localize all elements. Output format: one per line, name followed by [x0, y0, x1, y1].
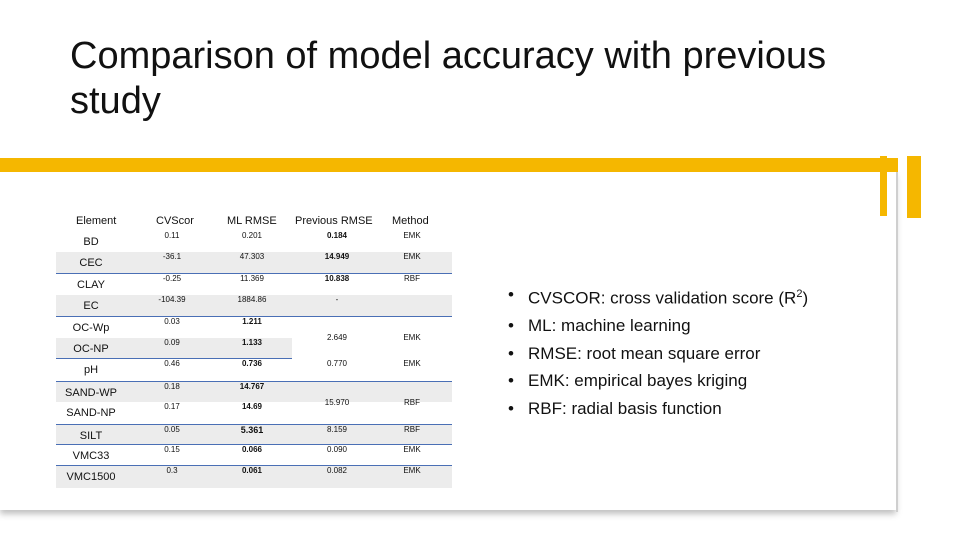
cell-previous-rmse: 10.838 [324, 273, 350, 283]
cell-cvscor: 0.3 [166, 466, 178, 476]
abbreviation-list: • CVSCOR: cross validation score (R2) • … [508, 281, 808, 423]
cell-method: RBF [404, 424, 420, 434]
header-ml-rmse: ML RMSE [227, 215, 277, 227]
list-item: • ML: machine learning [508, 312, 808, 340]
cell-ml-rmse: 1.133 [241, 337, 263, 347]
list-item: • CVSCOR: cross validation score (R2) [508, 281, 808, 312]
panel-edge [896, 172, 898, 512]
cell-previous-rmse: 8.159 [326, 424, 348, 434]
merged-oc-method: EMK [403, 333, 421, 342]
cell-element: VMC1500 [66, 471, 116, 484]
cell-cvscor: 0.18 [164, 381, 180, 391]
bullet-text: EMK: empirical bayes kriging [528, 371, 748, 391]
merged-sand-method: RBF [404, 398, 420, 407]
cell-cvscor: 0.15 [164, 444, 180, 454]
bullet-icon: • [508, 316, 514, 336]
cell-ml-rmse: 0.201 [241, 231, 263, 240]
bullet-text: ML: machine learning [528, 316, 691, 336]
table-row: SILT 0.05 5.361 8.159 RBF [56, 423, 452, 445]
accent-stripe [907, 156, 921, 218]
cell-method: RBF [404, 273, 420, 283]
cell-element: OC-Wp [72, 321, 110, 334]
cell-element: CLAY [77, 278, 105, 291]
cell-cvscor: -104.39 [158, 295, 186, 305]
cell-ml-rmse: 0.066 [241, 444, 263, 454]
cell-cvscor: -0.25 [162, 273, 182, 283]
cell-method: EMK [403, 231, 421, 240]
cell-previous-rmse: 0.184 [326, 231, 348, 240]
cell-element: EC [83, 300, 99, 313]
cell-previous-rmse: 0.090 [326, 444, 348, 454]
accent-stripe [880, 156, 887, 216]
cell-method: EMK [403, 252, 421, 262]
merged-sand-previous-rmse: 15.970 [324, 398, 350, 407]
cell-cvscor: 0.11 [164, 231, 180, 240]
cell-cvscor: 0.46 [164, 359, 180, 369]
bullet-icon: • [508, 399, 514, 419]
table-row: VMC33 0.15 0.066 0.090 EMK [56, 444, 452, 467]
cell-element: CEC [79, 257, 103, 270]
cell-cvscor: 0.03 [164, 316, 180, 326]
cell-ml-rmse: 5.361 [240, 424, 264, 435]
table-row: pH 0.46 0.736 0.770 EMK [56, 359, 452, 380]
cell-method: EMK [403, 466, 421, 476]
cell-ml-rmse: 11.369 [240, 273, 264, 283]
cell-method: EMK [403, 444, 421, 454]
header-cvscor: CVScor [156, 215, 194, 227]
table-row: EC -104.39 1884.86 - [56, 295, 452, 317]
bullet-text: ) [802, 288, 809, 308]
cell-element: OC-NP [73, 342, 109, 355]
table-row: BD 0.11 0.201 0.184 EMK [56, 231, 452, 252]
slide-title: Comparison of model accuracy with previo… [70, 35, 827, 122]
comparison-table: Element CVScor ML RMSE Previous RMSE Met… [56, 213, 452, 488]
table-row: SAND-WP 0.18 14.767 [56, 380, 452, 403]
superscript: 2 [796, 288, 803, 300]
list-item: • RMSE: root mean square error [508, 340, 808, 368]
cell-ml-rmse: 14.767 [239, 381, 265, 391]
cell-previous-rmse: - [335, 295, 339, 305]
cell-element: BD [83, 236, 99, 248]
table-row: OC-NP 0.09 1.133 [56, 337, 292, 360]
cell-ml-rmse: 47.303 [239, 252, 265, 262]
cell-ml-rmse: 14.69 [241, 402, 263, 412]
table-row: CEC -36.1 47.303 14.949 EMK [56, 252, 452, 274]
bullet-icon: • [508, 371, 514, 391]
cell-element: SAND-NP [66, 407, 116, 420]
cell-cvscor: 0.17 [164, 402, 180, 412]
merged-oc-previous-rmse: 2.649 [326, 333, 348, 342]
cell-ml-rmse: 1884.86 [237, 295, 267, 305]
cell-cvscor: -36.1 [162, 252, 182, 262]
bullet-text: RBF: radial basis function [528, 399, 722, 419]
cell-previous-rmse: 0.082 [326, 466, 348, 476]
cell-cvscor: 0.05 [164, 424, 180, 434]
table-row: OC-Wp 0.03 1.211 [56, 317, 452, 338]
cell-previous-rmse: 0.770 [326, 359, 348, 369]
accent-bar [0, 158, 898, 172]
cell-element: pH [83, 364, 99, 377]
cell-element: VMC33 [72, 449, 110, 462]
table-row: VMC1500 0.3 0.061 0.082 EMK [56, 466, 452, 488]
header-element: Element [76, 215, 117, 227]
table-row: CLAY -0.25 11.369 10.838 RBF [56, 274, 452, 295]
table-row: SAND-NP 0.17 14.69 [56, 402, 292, 424]
bullet-text: RMSE: root mean square error [528, 343, 761, 363]
cell-ml-rmse: 0.061 [241, 466, 263, 476]
bullet-icon: • [508, 285, 514, 304]
bullet-text: CVSCOR: cross validation score (R [528, 288, 797, 308]
header-method: Method [392, 215, 429, 227]
cell-ml-rmse: 1.211 [242, 316, 262, 326]
list-item: • RBF: radial basis function [508, 395, 808, 423]
table-header: Element CVScor ML RMSE Previous RMSE Met… [56, 213, 452, 231]
header-previous-rmse: Previous RMSE [295, 215, 373, 227]
cell-ml-rmse: 0.736 [241, 359, 263, 369]
bullet-icon: • [508, 343, 514, 363]
cell-element: SAND-WP [65, 386, 117, 399]
cell-method: EMK [403, 359, 421, 369]
list-item: • EMK: empirical bayes kriging [508, 367, 808, 395]
cell-previous-rmse: 14.949 [324, 252, 350, 262]
cell-cvscor: 0.09 [164, 337, 180, 347]
cell-element: SILT [79, 429, 103, 442]
